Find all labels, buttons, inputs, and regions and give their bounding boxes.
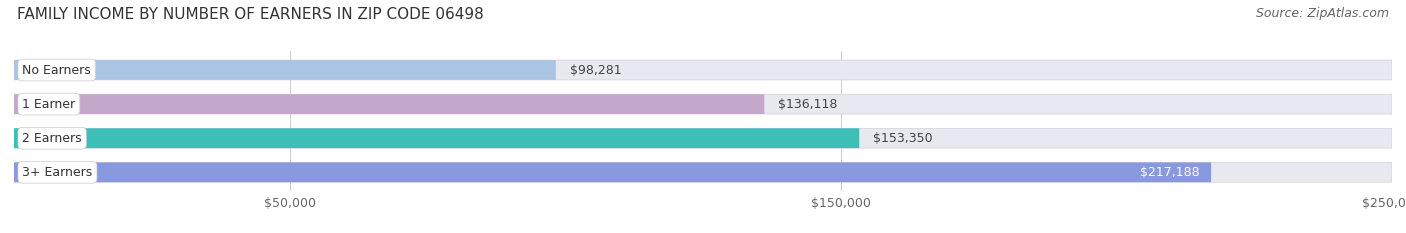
Text: FAMILY INCOME BY NUMBER OF EARNERS IN ZIP CODE 06498: FAMILY INCOME BY NUMBER OF EARNERS IN ZI… [17,7,484,22]
FancyBboxPatch shape [14,162,1211,182]
FancyBboxPatch shape [14,94,1392,114]
Text: No Earners: No Earners [22,64,91,76]
FancyBboxPatch shape [14,128,1392,148]
FancyBboxPatch shape [14,94,765,114]
Text: 2 Earners: 2 Earners [22,132,82,145]
FancyBboxPatch shape [14,60,555,80]
Text: Source: ZipAtlas.com: Source: ZipAtlas.com [1256,7,1389,20]
FancyBboxPatch shape [14,162,1392,182]
Text: $136,118: $136,118 [778,98,838,111]
Text: 1 Earner: 1 Earner [22,98,76,111]
Text: $217,188: $217,188 [1140,166,1201,179]
Text: $153,350: $153,350 [873,132,932,145]
FancyBboxPatch shape [14,128,859,148]
Text: $98,281: $98,281 [569,64,621,76]
Text: 3+ Earners: 3+ Earners [22,166,93,179]
FancyBboxPatch shape [14,60,1392,80]
